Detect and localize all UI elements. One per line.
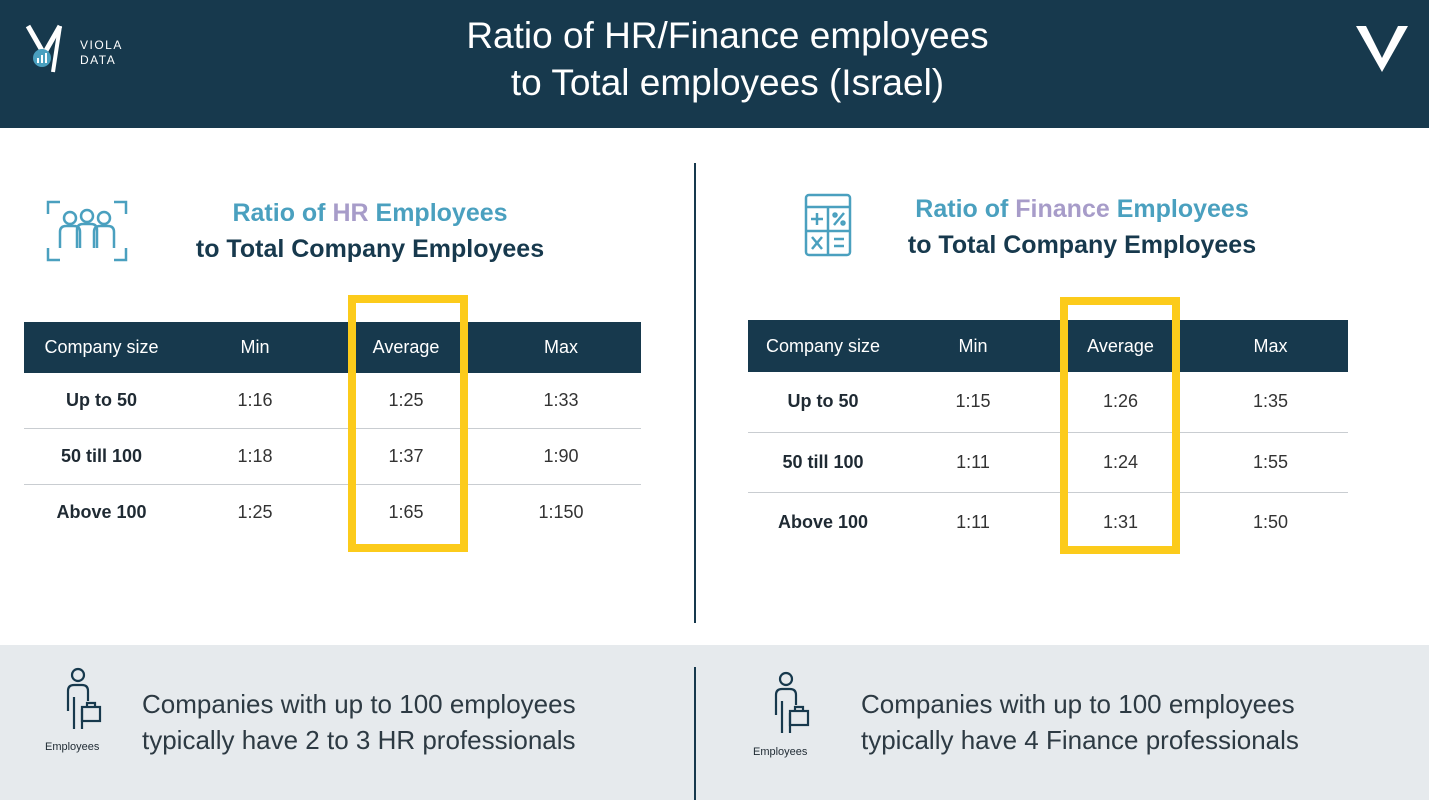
calculator-icon [804, 193, 852, 257]
finance-title-part2: Employees [1109, 195, 1249, 223]
company-size-cell: Above 100 [777, 511, 869, 532]
column-header: Max [1193, 320, 1348, 372]
company-size-cell: Up to 50 [748, 372, 898, 433]
table-row: Above 100 1:25 1:65 1:150 [24, 484, 641, 540]
finance-ratio-table: Company size Min Average Max Up to 50 1:… [748, 320, 1348, 552]
table-header-row: Company size Min Average Max [748, 320, 1348, 372]
column-header: Average [331, 322, 481, 373]
average-cell: 1:65 [388, 501, 424, 522]
max-cell: 1:90 [481, 428, 641, 485]
max-cell: 1:33 [481, 373, 641, 429]
max-cell: 1:55 [1193, 432, 1348, 493]
page-title: Ratio of HR/Finance employees to Total e… [466, 15, 989, 103]
table-row: 50 till 100 1:11 1:24 1:55 [748, 432, 1348, 493]
average-cell: 1:25 [331, 373, 481, 429]
min-cell: 1:11 [956, 511, 990, 532]
hr-panel-title: Ratio of HR Employees to Total Company E… [150, 195, 590, 267]
hr-insight-text: Companies with up to 100 employees typic… [142, 689, 576, 755]
finance-panel-title: Ratio of Finance Employees to Total Comp… [862, 191, 1302, 263]
header-bar: VIOLA DATA Ratio of HR/Finance employees… [0, 0, 1429, 128]
finance-title-highlight: Finance [1015, 195, 1110, 223]
column-header: Min [898, 320, 1048, 372]
hr-title-part2: Employees [368, 199, 508, 227]
employees-icon-label: Employees [45, 741, 100, 753]
company-size-cell: 50 till 100 [748, 432, 898, 493]
employee-briefcase-icon [66, 667, 102, 729]
finance-insight-text: Companies with up to 100 employees typic… [861, 689, 1299, 755]
table-row: 50 till 100 1:18 1:37 1:90 [24, 428, 641, 485]
table-header-row: Company size Min Average Max [24, 322, 641, 373]
hr-title-part1: Ratio of [232, 199, 333, 227]
min-cell: 1:25 [237, 501, 273, 522]
finance-title-line2: to Total Company Employees [907, 231, 1257, 259]
footer-band: Employees Companies with up to 100 emplo… [0, 645, 1429, 800]
hr-title-highlight: HR [332, 199, 369, 227]
average-cell: 1:31 [1102, 511, 1139, 532]
average-cell: 1:37 [331, 428, 481, 485]
hr-ratio-table: Company size Min Average Max Up to 50 1:… [24, 322, 641, 540]
employee-briefcase-icon [774, 671, 810, 733]
footer-divider [694, 667, 696, 800]
panel-divider [694, 163, 696, 623]
average-cell: 1:26 [1048, 372, 1193, 433]
hr-title-line2: to Total Company Employees [195, 235, 545, 263]
table-row: Up to 50 1:15 1:26 1:35 [748, 372, 1348, 433]
table-row: Above 100 1:11 1:31 1:50 [748, 492, 1348, 552]
employees-icon-label: Employees [753, 746, 808, 758]
people-group-icon [46, 200, 128, 262]
average-column-highlight [348, 295, 468, 552]
average-cell: 1:24 [1048, 432, 1193, 493]
viola-data-logo-icon [25, 24, 63, 73]
column-header: Average [1048, 320, 1193, 372]
company-size-cell: 50 till 100 [24, 428, 179, 485]
company-size-cell: Above 100 [56, 501, 147, 522]
max-cell: 1:150 [538, 501, 584, 522]
average-column-highlight [1060, 297, 1180, 554]
min-cell: 1:15 [898, 372, 1048, 433]
viola-data-logo-text: VIOLA DATA [80, 38, 123, 67]
table-row: Up to 50 1:16 1:25 1:33 [24, 373, 641, 429]
column-header: Company size [748, 320, 898, 372]
column-header: Min [179, 322, 331, 373]
min-cell: 1:11 [898, 432, 1048, 493]
viola-v-logo-icon [1356, 26, 1408, 72]
finance-title-part1: Ratio of [915, 195, 1016, 223]
column-header: Company size [24, 322, 179, 373]
min-cell: 1:18 [179, 428, 331, 485]
column-header: Max [481, 322, 641, 373]
company-size-cell: Up to 50 [24, 373, 179, 429]
max-cell: 1:35 [1193, 372, 1348, 433]
min-cell: 1:16 [179, 373, 331, 429]
max-cell: 1:50 [1252, 511, 1289, 532]
